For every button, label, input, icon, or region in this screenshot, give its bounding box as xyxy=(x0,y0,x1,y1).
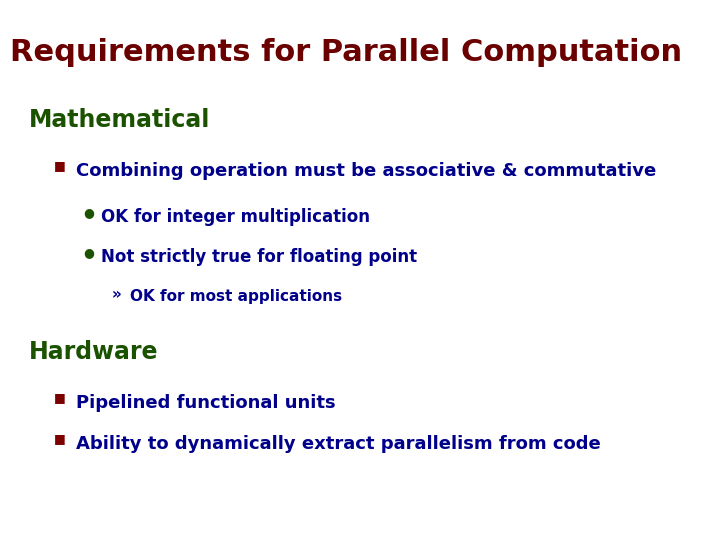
Text: Pipelined functional units: Pipelined functional units xyxy=(76,394,336,412)
Text: OK for integer multiplication: OK for integer multiplication xyxy=(101,208,370,226)
Text: ●: ● xyxy=(83,246,94,259)
Text: Requirements for Parallel Computation: Requirements for Parallel Computation xyxy=(10,38,683,67)
Text: Combining operation must be associative & commutative: Combining operation must be associative … xyxy=(76,162,656,180)
Text: »: » xyxy=(112,287,122,302)
Text: OK for most applications: OK for most applications xyxy=(130,289,342,304)
Text: ■: ■ xyxy=(54,432,66,445)
Text: Not strictly true for floating point: Not strictly true for floating point xyxy=(101,248,417,266)
Text: ●: ● xyxy=(83,206,94,219)
Text: ■: ■ xyxy=(54,159,66,172)
Text: Hardware: Hardware xyxy=(29,340,158,364)
Text: ■: ■ xyxy=(54,392,66,404)
Text: Ability to dynamically extract parallelism from code: Ability to dynamically extract paralleli… xyxy=(76,435,600,453)
Text: Mathematical: Mathematical xyxy=(29,108,210,132)
